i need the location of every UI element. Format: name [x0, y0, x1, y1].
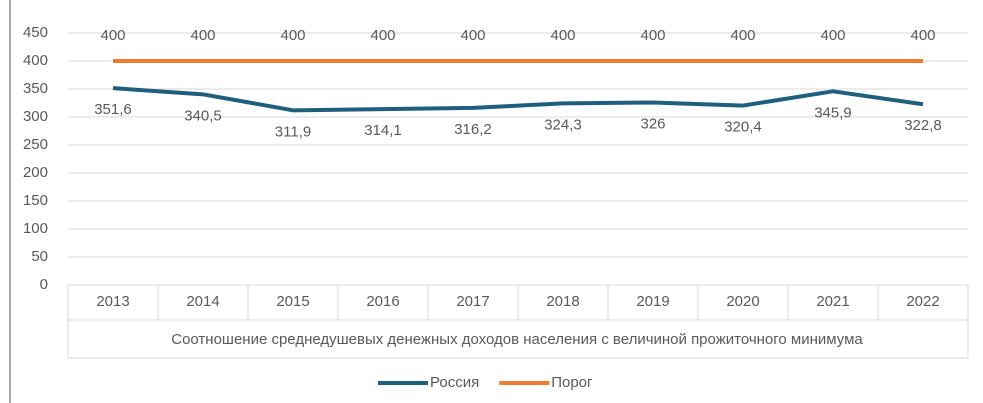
data-label: 340,5: [184, 107, 222, 124]
y-tick-label: 250: [23, 136, 48, 153]
data-label: 400: [280, 27, 305, 44]
y-tick-label: 150: [23, 192, 48, 209]
x-tick-label: 2015: [276, 293, 309, 310]
data-label: 400: [190, 27, 215, 44]
legend-label: Россия: [430, 374, 479, 391]
x-tick-label: 2020: [726, 293, 759, 310]
series-line: [112, 86, 924, 113]
data-label: 400: [370, 27, 395, 44]
x-tick-label: 2021: [816, 293, 849, 310]
data-label: 400: [100, 27, 125, 44]
data-label: 311,9: [275, 123, 311, 140]
y-tick-label: 300: [23, 108, 48, 125]
data-label: 400: [730, 27, 755, 44]
x-tick-label: 2014: [186, 293, 219, 310]
y-tick-label: 100: [23, 220, 48, 237]
data-label: 345,9: [814, 104, 852, 121]
legend-label: Порог: [551, 374, 593, 391]
x-tick-label: 2016: [366, 293, 399, 310]
data-label: 400: [640, 27, 665, 44]
x-tick-label: 2017: [456, 293, 489, 310]
y-tick-label: 0: [40, 276, 48, 293]
y-tick-label: 50: [31, 248, 48, 265]
y-tick-label: 450: [23, 24, 48, 41]
data-label: 351,6: [94, 101, 132, 118]
data-label: 400: [460, 27, 485, 44]
data-label: 400: [820, 27, 845, 44]
x-tick-label: 2013: [96, 293, 129, 310]
data-label: 320,4: [724, 119, 762, 136]
y-tick-label: 200: [23, 164, 48, 181]
data-label: 326: [640, 115, 665, 132]
x-tick-label: 2018: [546, 293, 579, 310]
y-tick-label: 350: [23, 80, 48, 97]
data-label: 322,8: [904, 117, 942, 134]
x-tick-label: 2022: [906, 293, 939, 310]
data-label: 400: [550, 27, 575, 44]
x-tick-label: 2019: [636, 293, 669, 310]
data-label: 400: [910, 27, 935, 44]
data-label: 316,2: [454, 121, 492, 138]
y-tick-label: 400: [23, 52, 48, 69]
x-axis-title: Соотношение среднедушевых денежных доход…: [171, 331, 863, 348]
data-label: 314,1: [364, 122, 402, 139]
data-label: 324,3: [544, 116, 582, 133]
